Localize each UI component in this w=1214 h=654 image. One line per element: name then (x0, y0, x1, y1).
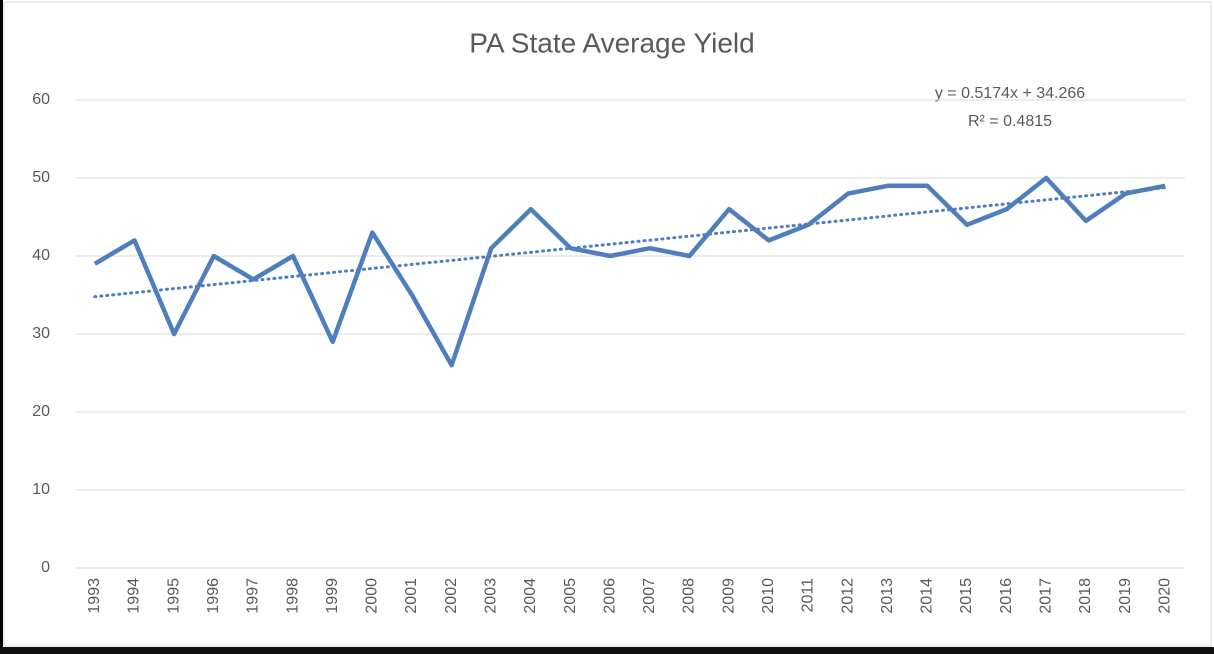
x-tick-label: 1995 (165, 578, 182, 614)
y-tick-label: 20 (32, 403, 50, 420)
x-tick-label: 2017 (1037, 578, 1054, 614)
x-tick-label: 2002 (443, 578, 460, 614)
x-tick-label: 1998 (284, 578, 301, 614)
x-tick-label: 2005 (562, 578, 579, 614)
y-tick-label: 10 (32, 481, 50, 498)
chart-border (3, 1, 1212, 647)
y-tick-label: 40 (32, 247, 50, 264)
data-line (93, 175, 1166, 368)
y-tick-label: 50 (32, 169, 50, 186)
x-tick-label: 1996 (205, 578, 222, 614)
x-tick-label: 2009 (720, 578, 737, 614)
x-tick-label: 2007 (641, 578, 658, 614)
x-tick-label: 2003 (482, 578, 499, 614)
x-tick-label: 1993 (86, 578, 103, 614)
x-tick-label: 2016 (998, 578, 1015, 614)
y-tick-label: 60 (32, 91, 50, 108)
x-tick-label: 1997 (245, 578, 262, 614)
x-tick-label: 2006 (601, 578, 618, 614)
chart-title: PA State Average Yield (469, 27, 754, 58)
x-tick-label: 2015 (958, 578, 975, 614)
y-tick-label: 30 (32, 325, 50, 342)
frame-bottom (0, 647, 1214, 654)
y-tick-label: 0 (41, 559, 50, 576)
x-tick-label: 2012 (839, 578, 856, 614)
x-tick-label: 1994 (126, 578, 143, 614)
x-tick-label: 2018 (1077, 578, 1094, 614)
x-tick-label: 2004 (522, 578, 539, 614)
x-tick-label: 2010 (760, 578, 777, 614)
x-tick-label: 2008 (681, 578, 698, 614)
trend-r-squared: R² = 0.4815 (968, 113, 1052, 130)
trend-line (93, 186, 1167, 299)
x-tick-label: 2001 (403, 578, 420, 614)
x-tick-label: 2020 (1156, 578, 1173, 614)
x-tick-label: 2014 (919, 578, 936, 614)
x-tick-label: 2000 (364, 578, 381, 614)
trend-equation: y = 0.5174x + 34.266 (935, 85, 1085, 102)
x-tick-label: 2013 (879, 578, 896, 614)
x-tick-label: 1999 (324, 578, 341, 614)
x-tick-label: 2019 (1117, 578, 1134, 614)
x-tick-label: 2011 (800, 578, 817, 613)
